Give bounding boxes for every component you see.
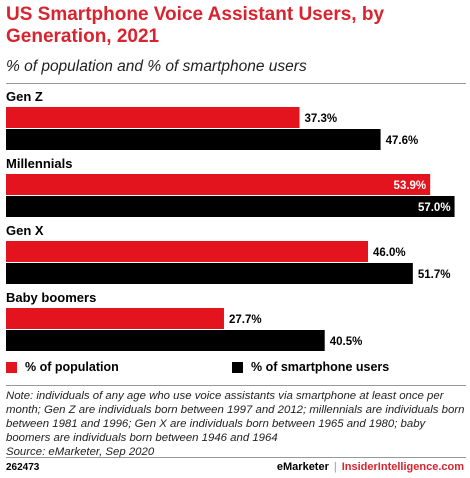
footer-divider [6, 457, 466, 458]
chart-title: US Smartphone Voice Assistant Users, by … [6, 4, 385, 47]
brand-insider-intelligence: InsiderIntelligence.com [341, 461, 464, 473]
note-text: Note: individuals of any age who use voi… [6, 390, 465, 444]
category-label-gen-x: Gen X [6, 223, 44, 238]
legend-divider [6, 385, 466, 386]
bar-chart: Gen Z 37.3% 47.6% Millennials 53.9% 57.0% Gen … [6, 89, 455, 351]
brand-separator: | [333, 461, 337, 473]
value-label-smartphone-3: 40.5% [330, 336, 363, 348]
value-label-smartphone-2: 51.7% [418, 269, 451, 281]
bar-smartphone-2 [6, 263, 413, 284]
bar-population-3 [6, 308, 224, 329]
category-label-gen-z: Gen Z [6, 89, 43, 104]
legend-swatch-black [232, 361, 243, 373]
value-label-population-2: 46.0% [373, 247, 406, 259]
category-label-millennials: Millennials [6, 156, 72, 171]
footer-brand: eMarketer | InsiderIntelligence.com [277, 461, 464, 473]
source-text: Source: eMarketer, Sep 2020 [6, 446, 155, 458]
value-label-population-3: 27.7% [229, 314, 262, 326]
value-label-population-1: 53.9% [394, 180, 427, 192]
bar-smartphone-1 [6, 196, 455, 217]
brand-emarketer: eMarketer [276, 461, 329, 473]
header-divider [6, 83, 466, 84]
category-label-baby-boomers: Baby boomers [6, 290, 96, 305]
chart-subtitle: % of population and % of smartphone user… [6, 58, 307, 75]
bar-population-2 [6, 241, 368, 262]
bar-population-0 [6, 107, 300, 128]
legend-item-smartphone: % of smartphone users [232, 360, 389, 374]
legend-item-population: % of population [6, 360, 119, 374]
bar-smartphone-0 [6, 129, 381, 150]
value-label-population-0: 37.3% [305, 113, 338, 125]
legend-swatch-red [6, 361, 17, 373]
legend-label-smartphone: % of smartphone users [251, 360, 390, 374]
chart-id: 262473 [6, 462, 40, 473]
bar-smartphone-3 [6, 330, 325, 351]
bar-population-1 [6, 174, 431, 195]
value-label-smartphone-0: 47.6% [386, 135, 419, 147]
legend-label-population: % of population [25, 360, 119, 374]
value-label-smartphone-1: 57.0% [418, 202, 451, 214]
chart-note: Note: individuals of any age who use voi… [6, 389, 466, 459]
